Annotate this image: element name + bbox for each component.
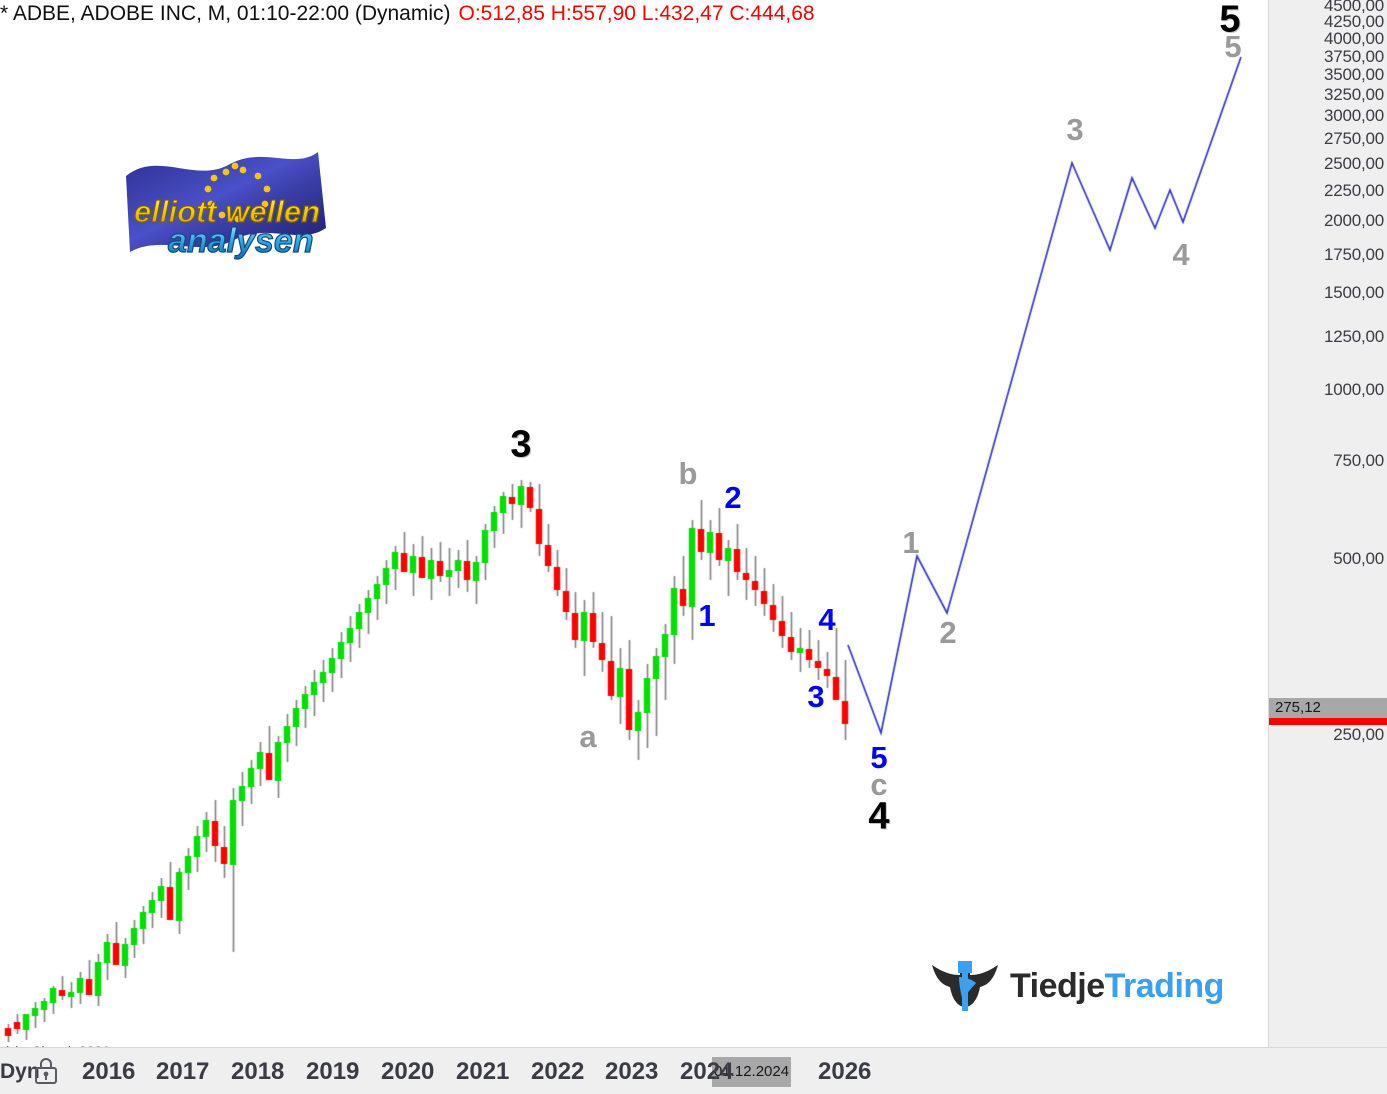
instrument-header: * ADBE, ADOBE INC, M, 01:10-22:00 (Dynam… (0, 0, 815, 28)
time-tick: 2019 (306, 1058, 360, 1085)
price-tick: 2500,00 (1323, 154, 1384, 173)
time-tick: 2017 (156, 1058, 210, 1085)
price-tick: 1500,00 (1323, 283, 1384, 302)
price-tick: 750,00 (1333, 451, 1384, 470)
price-tick: 1750,00 (1323, 245, 1384, 264)
time-tick: 2022 (531, 1058, 585, 1085)
time-tick: 2024 (680, 1058, 734, 1085)
time-tick: 2018 (231, 1058, 285, 1085)
logo-text-line2: analysen (168, 222, 314, 260)
price-tick: 4500,00 (1323, 0, 1384, 15)
price-tick: 500,00 (1333, 549, 1384, 568)
time-tick: 2023 (605, 1058, 659, 1085)
date-cursor-badge: 01.12.2024 (712, 1057, 792, 1087)
trading-word: Trading (1104, 966, 1225, 1005)
price-tick: 3750,00 (1323, 47, 1384, 66)
price-axis[interactable]: 275,12 4500,00 4250,00 4000,00 3750,00 3500,… (1268, 0, 1387, 1047)
time-tick: 2026 (818, 1058, 872, 1085)
logo-text-line1: elliott wellen (134, 194, 320, 229)
lock-icon[interactable] (33, 1057, 59, 1085)
current-price-badge: 275,12 (1269, 698, 1387, 718)
tiedje-trading-wordmark: TiedjeTrading (1010, 967, 1224, 1006)
time-axis[interactable]: Dyn 01.12.2024 2016 2017 2018 2019 2020 2021 2… (0, 1047, 1387, 1094)
price-tick: 2750,00 (1323, 129, 1384, 148)
price-tick: 3250,00 (1323, 85, 1384, 104)
price-tick: 4000,00 (1323, 29, 1384, 48)
price-tick: 2250,00 (1323, 181, 1384, 200)
time-tick: 2021 (456, 1058, 510, 1085)
price-tick: 4250,00 (1323, 12, 1384, 31)
price-tick: 3000,00 (1323, 106, 1384, 125)
time-tick: 2020 (381, 1058, 435, 1085)
price-tick: 250,00 (1333, 725, 1384, 744)
price-tick: 3500,00 (1323, 65, 1384, 84)
elliott-wellen-analysen-logo: elliott wellen analysen (118, 140, 388, 265)
time-tick: 2016 (82, 1058, 136, 1085)
price-axis-marker-line (1269, 718, 1387, 725)
price-tick: 1250,00 (1323, 327, 1384, 346)
bull-head-icon (932, 961, 998, 1011)
tiedje-word: Tiedje (1010, 966, 1105, 1005)
price-tick: 1000,00 (1323, 380, 1384, 399)
tiedje-trading-logo: TiedjeTrading (928, 955, 1240, 1017)
dyn-scale-label[interactable]: Dyn (0, 1060, 40, 1083)
ohlc-values: O:512,85 H:557,90 L:432,47 C:444,68 (458, 2, 815, 25)
price-tick: 2000,00 (1323, 211, 1384, 230)
instrument-title: * ADBE, ADOBE INC, M, 01:10-22:00 (Dynam… (0, 2, 451, 25)
